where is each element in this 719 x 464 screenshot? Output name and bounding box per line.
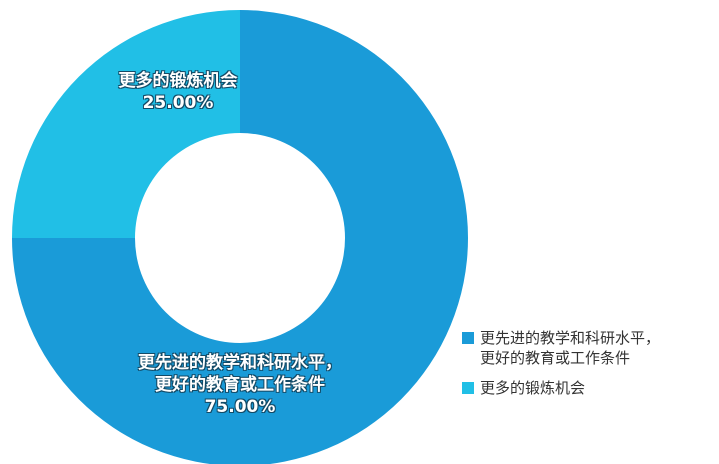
legend-swatch (462, 382, 474, 394)
donut-slice (12, 10, 468, 464)
legend-entry: 更多的锻炼机会 (462, 378, 585, 398)
slice-label: 更多的锻炼机会 25.00% (119, 70, 238, 114)
legend-entry: 更先进的教学和科研水平， 更好的教育或工作条件 (462, 328, 660, 368)
slice-name: 更多的锻炼机会 (118, 71, 238, 91)
slice-value: 75.00% (204, 397, 276, 417)
slice-value: 25.00% (142, 93, 214, 113)
legend-label: 更先进的教学和科研水平， 更好的教育或工作条件 (480, 329, 661, 367)
legend-label: 更多的锻炼机会 (480, 379, 586, 397)
legend-swatch (462, 332, 474, 344)
slice-name: 更先进的教学和科研水平， 更好的教育或工作条件 (138, 353, 342, 395)
donut-slice (12, 10, 240, 238)
slice-label: 更先进的教学和科研水平， 更好的教育或工作条件 75.00% (138, 352, 342, 418)
